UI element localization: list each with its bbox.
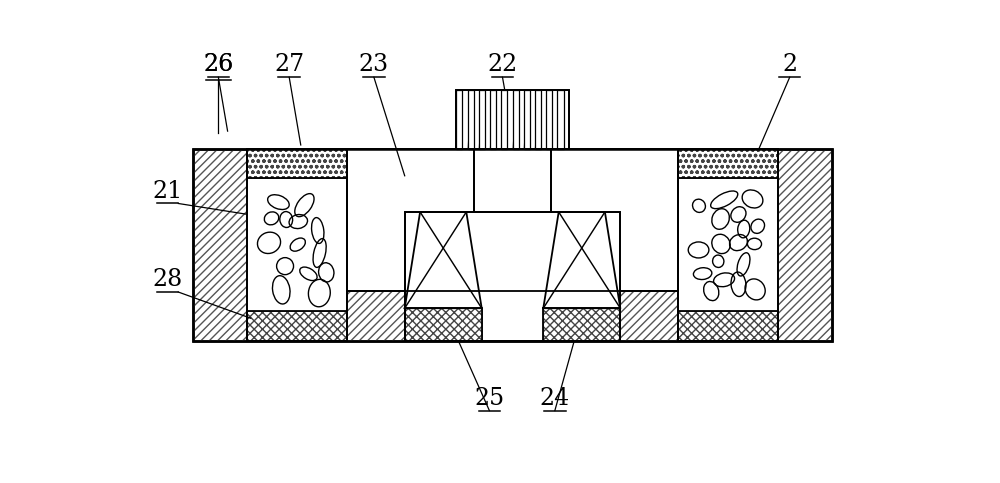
Bar bbox=[474, 149, 551, 212]
Bar bbox=[557, 90, 564, 149]
Bar bbox=[193, 149, 832, 341]
Bar bbox=[456, 90, 569, 149]
Bar bbox=[501, 90, 507, 149]
Bar bbox=[193, 149, 832, 341]
Bar bbox=[468, 90, 474, 149]
Text: 26: 26 bbox=[203, 54, 233, 76]
Bar bbox=[678, 311, 778, 341]
Text: 23: 23 bbox=[359, 54, 389, 76]
Bar bbox=[543, 308, 620, 341]
Bar bbox=[479, 90, 485, 149]
Bar bbox=[247, 149, 347, 341]
Bar bbox=[247, 149, 347, 341]
Text: 25: 25 bbox=[474, 387, 504, 410]
Bar bbox=[247, 149, 347, 178]
Bar bbox=[347, 149, 678, 291]
Bar bbox=[546, 90, 552, 149]
Bar bbox=[678, 149, 778, 178]
Text: 24: 24 bbox=[540, 387, 570, 410]
Bar bbox=[490, 90, 496, 149]
Text: 28: 28 bbox=[152, 268, 183, 291]
Bar bbox=[247, 311, 347, 341]
Text: 22: 22 bbox=[487, 54, 518, 76]
Bar bbox=[193, 149, 832, 341]
Text: 21: 21 bbox=[152, 180, 183, 203]
Bar bbox=[678, 311, 778, 341]
Bar bbox=[347, 149, 678, 291]
Bar bbox=[405, 212, 620, 341]
Text: 2: 2 bbox=[782, 54, 797, 76]
Bar bbox=[247, 149, 347, 178]
Bar bbox=[678, 149, 778, 341]
Bar bbox=[535, 90, 541, 149]
Bar bbox=[456, 90, 569, 149]
Bar bbox=[405, 308, 482, 341]
Bar bbox=[474, 149, 551, 212]
Text: 26: 26 bbox=[203, 54, 233, 76]
Bar bbox=[247, 311, 347, 341]
Bar bbox=[405, 308, 482, 341]
Bar bbox=[456, 90, 462, 149]
Bar bbox=[524, 90, 530, 149]
Bar bbox=[678, 149, 778, 178]
Bar bbox=[678, 149, 778, 341]
Bar bbox=[512, 90, 519, 149]
Bar bbox=[405, 212, 620, 341]
Text: 27: 27 bbox=[274, 54, 304, 76]
Bar bbox=[543, 308, 620, 341]
